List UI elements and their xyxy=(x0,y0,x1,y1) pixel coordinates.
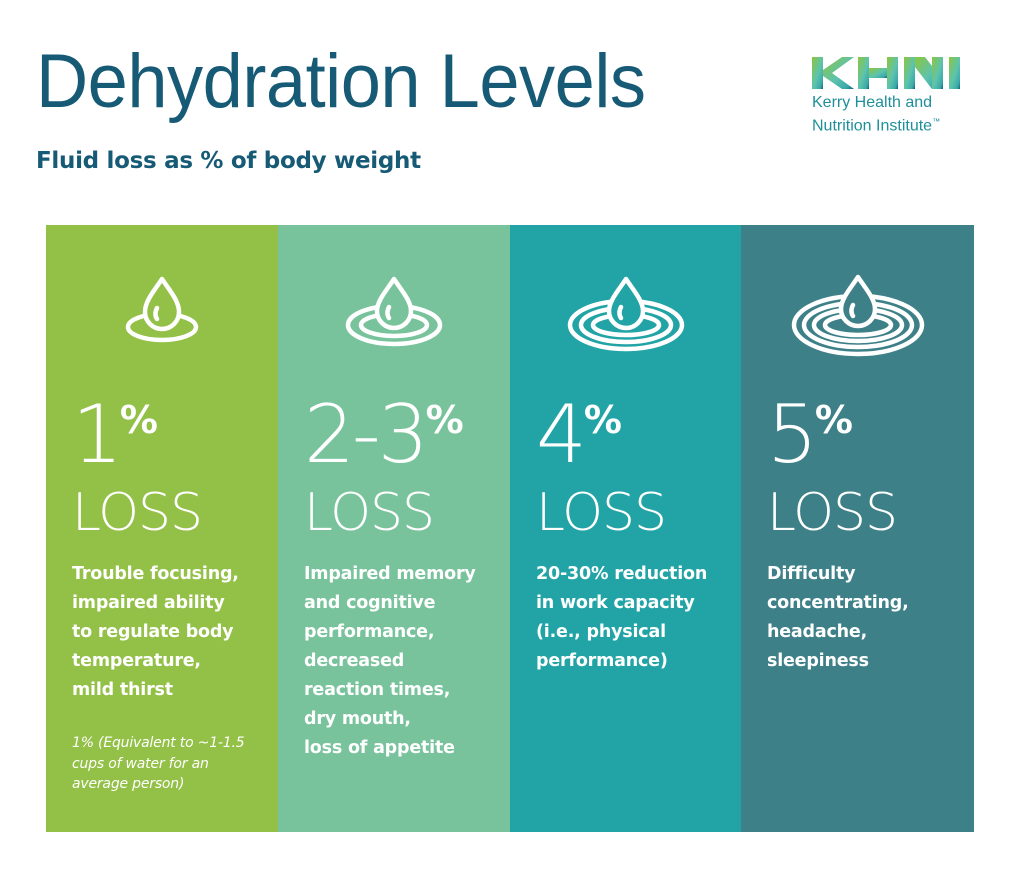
symptoms-description: 20-30% reduction in work capacity (i.e.,… xyxy=(536,564,708,671)
percent-value: 1% xyxy=(72,388,158,481)
page-title: Dehydration Levels xyxy=(36,39,646,124)
symptoms-description: Difficulty concentrating, headache, slee… xyxy=(767,564,909,671)
water-drop-one-ripple-icon xyxy=(46,245,278,365)
water-drop-two-ripples-icon xyxy=(278,245,510,365)
khni-logo-mark-icon xyxy=(812,57,960,89)
loss-label: LOSS xyxy=(767,483,898,543)
symptoms-description: Trouble focusing, impaired ability to re… xyxy=(72,564,239,700)
percent-value: 5% xyxy=(767,388,853,481)
loss-label: LOSS xyxy=(536,483,667,543)
logo-line-2: Nutrition Institute™ xyxy=(812,117,941,135)
water-drop-three-ripples-icon xyxy=(510,245,741,365)
page-subtitle: Fluid loss as % of body weight xyxy=(36,148,421,174)
panel-1-percent: 1% LOSS Trouble focusing, impaired abili… xyxy=(46,225,278,832)
panel-5-percent: 5% LOSS Difficulty concentrating, headac… xyxy=(741,225,974,832)
percent-value: 4% xyxy=(536,388,622,481)
khni-logo: Kerry Health and Nutrition Institute™ xyxy=(812,57,982,135)
equivalence-note: 1% (Equivalent to ~1-1.5 cups of water f… xyxy=(72,735,245,792)
panel-2-3-percent: 2-3% LOSS Impaired memory and cognitive … xyxy=(278,225,510,832)
percent-value: 2-3% xyxy=(304,388,464,481)
panel-4-percent: 4% LOSS 20-30% reduction in work capacit… xyxy=(510,225,741,832)
logo-line-1: Kerry Health and xyxy=(812,94,933,111)
loss-label: LOSS xyxy=(304,483,435,543)
symptoms-description: Impaired memory and cognitive performanc… xyxy=(304,564,476,758)
water-drop-four-ripples-icon xyxy=(741,245,974,365)
loss-label: LOSS xyxy=(72,483,203,543)
logo-wordmark: Kerry Health and Nutrition Institute™ xyxy=(812,93,982,135)
dehydration-level-panels: 1% LOSS Trouble focusing, impaired abili… xyxy=(46,225,974,832)
